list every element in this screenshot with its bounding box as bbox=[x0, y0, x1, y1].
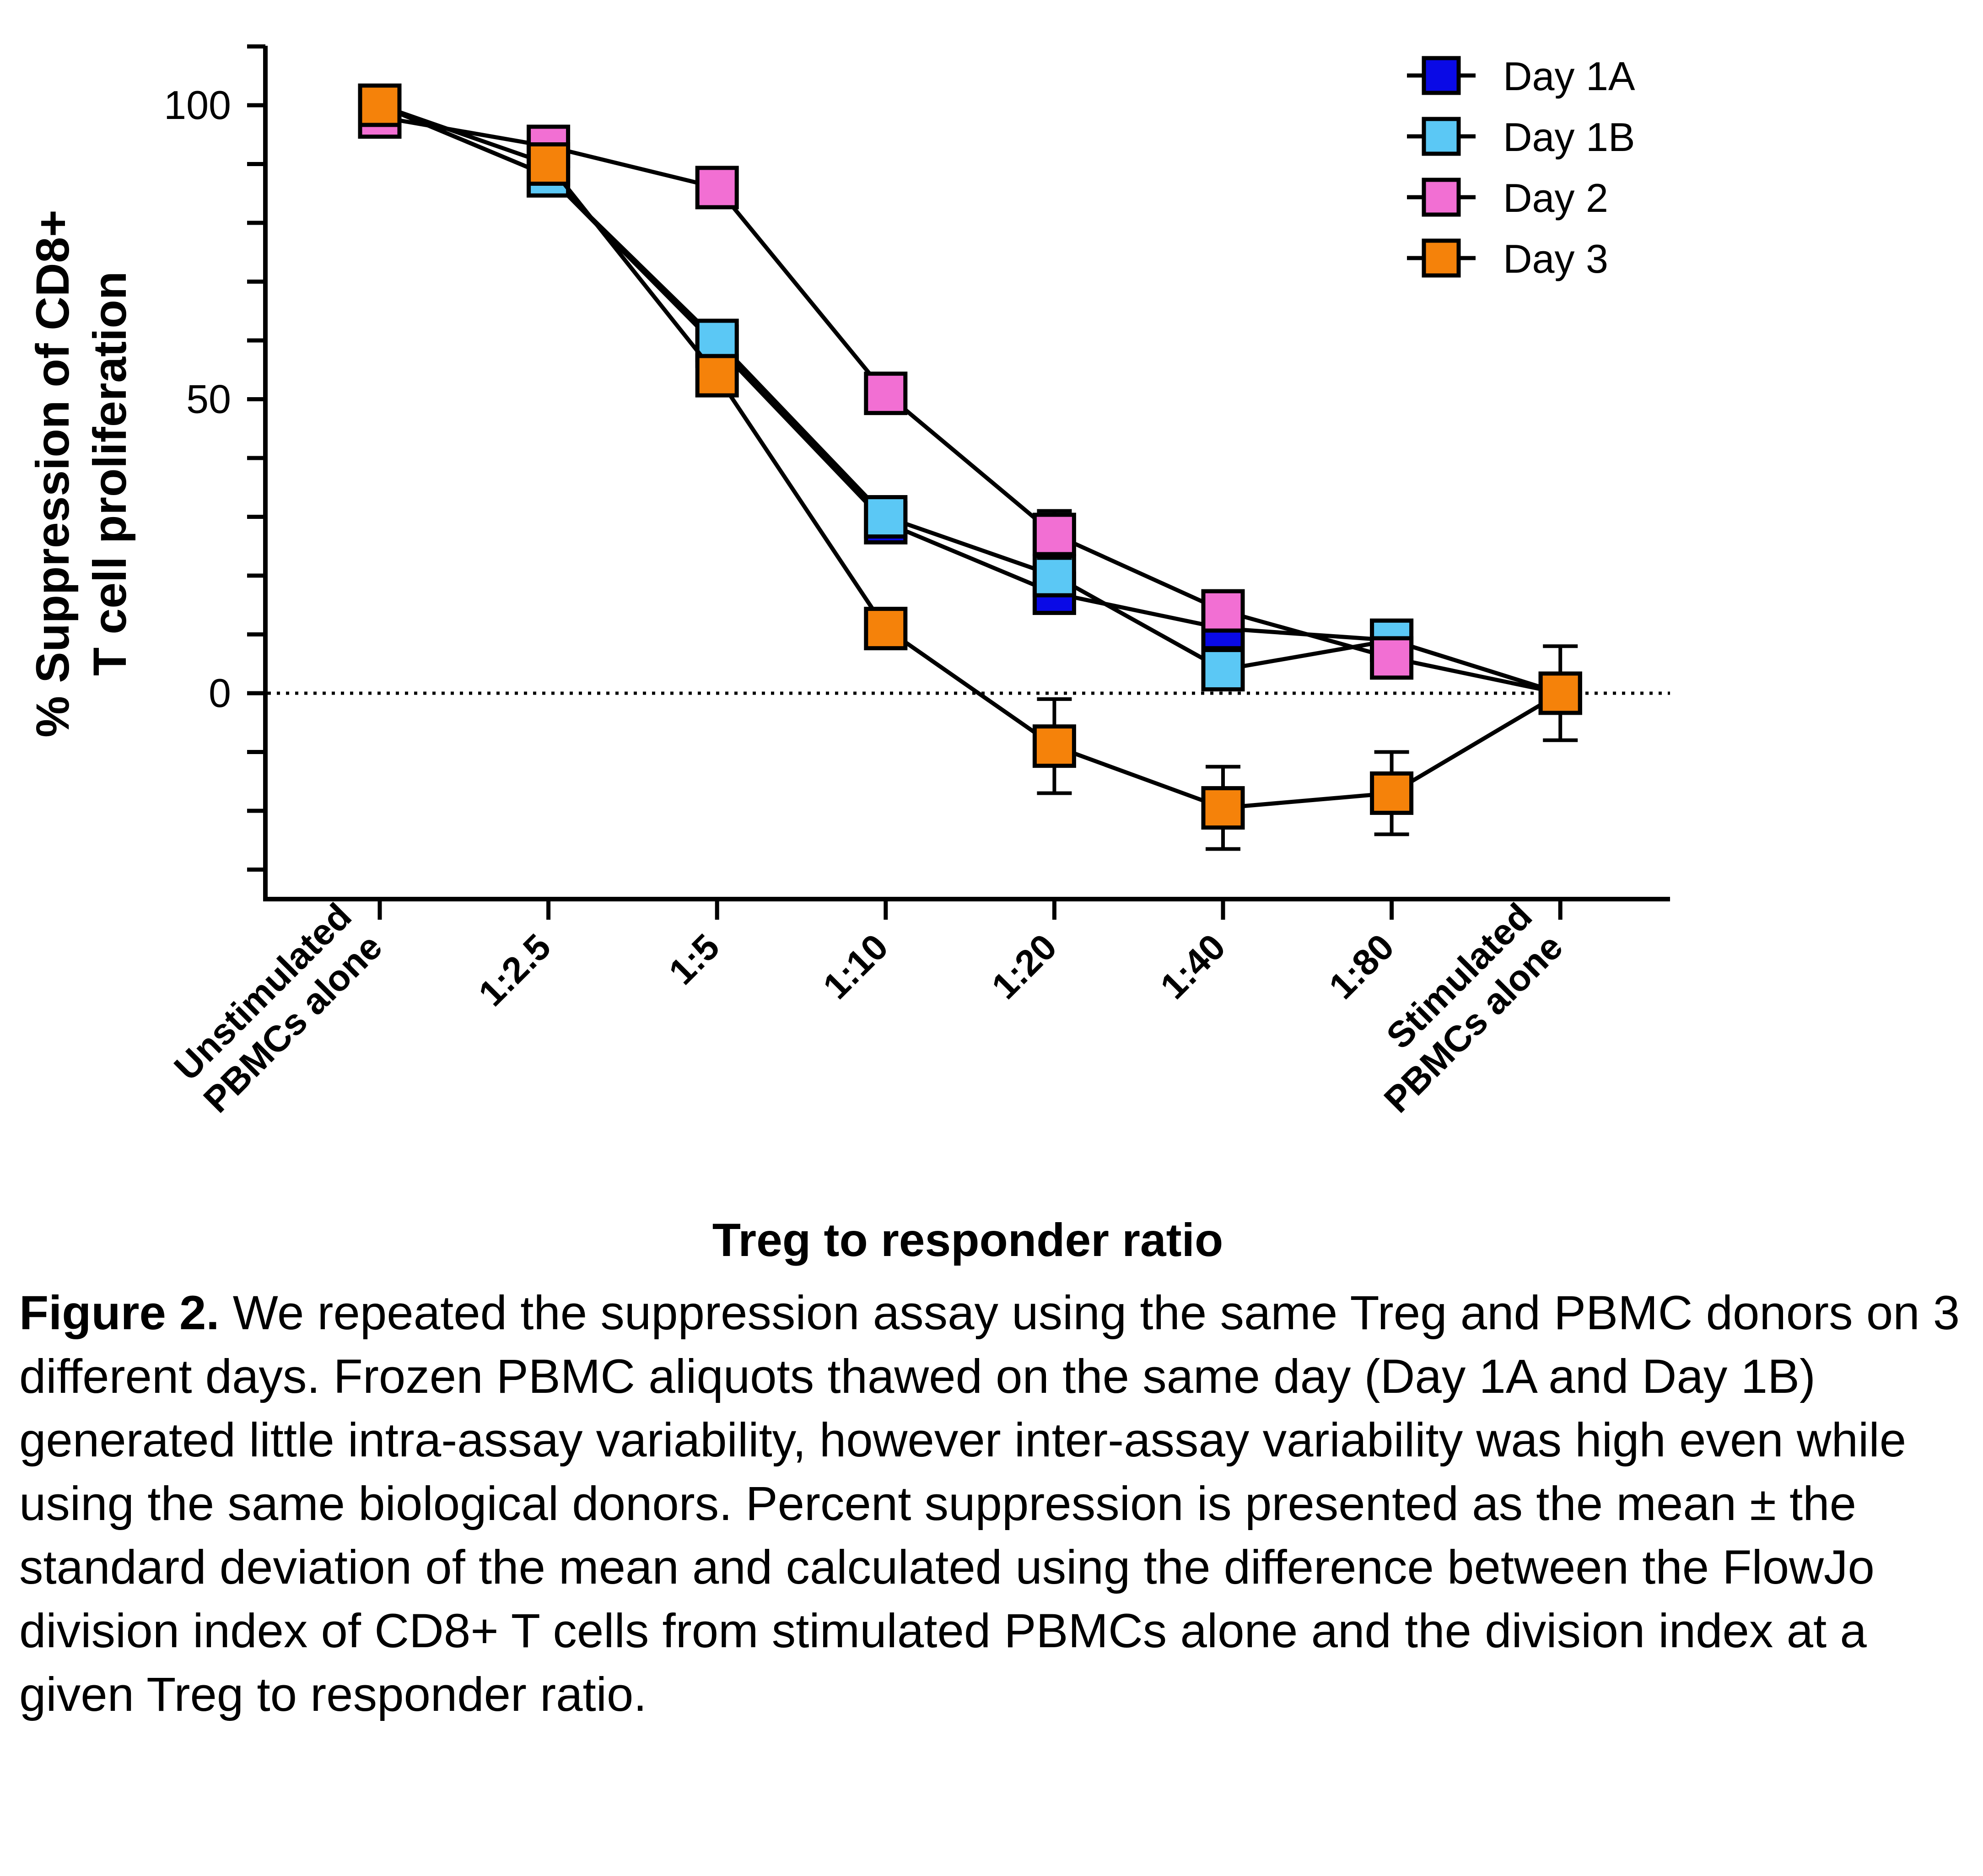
x-tick-label-line: 1:80 bbox=[1321, 926, 1401, 1007]
x-tick-label: 1:20 bbox=[984, 926, 1064, 1007]
data-point bbox=[1032, 724, 1076, 768]
caption-text: We repeated the suppression assay using … bbox=[19, 1286, 1960, 1721]
legend-entry: Day 3 bbox=[1407, 236, 1608, 281]
legend-entry: Day 1B bbox=[1407, 114, 1635, 160]
data-point bbox=[1370, 636, 1414, 680]
y-axis-title: % Suppression of CD8+ T cell proliferatio… bbox=[27, 210, 136, 737]
data-point bbox=[1538, 671, 1582, 715]
figure-caption: Figure 2. We repeated the suppression as… bbox=[19, 1281, 1964, 1726]
x-tick-label: 1:80 bbox=[1321, 926, 1401, 1007]
data-point bbox=[1032, 512, 1076, 556]
x-tick-label: 1:10 bbox=[815, 926, 896, 1007]
series-line bbox=[379, 115, 1561, 695]
axes: 0 50 100 % Suppression of CD8+ T cell prolif… bbox=[27, 44, 1670, 1266]
data-point bbox=[1201, 648, 1245, 692]
y-axis-title-line: % Suppression of CD8+ bbox=[27, 210, 79, 737]
legend: Day 1A Day 1B Day 2 Day 3 bbox=[1407, 54, 1635, 281]
x-tick-label-line: 1:2.5 bbox=[471, 926, 559, 1014]
x-tick-label: StimulatedPBMCs alone bbox=[1346, 895, 1571, 1121]
data-point bbox=[358, 83, 402, 127]
suppression-line-chart: 0 50 100 % Suppression of CD8+ T cell prolif… bbox=[27, 44, 1670, 1266]
legend-label: Day 3 bbox=[1503, 236, 1608, 281]
x-tick-label-line: 1:10 bbox=[815, 926, 896, 1007]
data-point bbox=[1201, 589, 1245, 633]
data-point bbox=[1201, 786, 1245, 830]
legend-entry: Day 1A bbox=[1407, 54, 1635, 99]
y-axis-title-line: T cell proliferation bbox=[84, 271, 136, 676]
y-tick-label: 0 bbox=[209, 670, 231, 716]
data-point bbox=[527, 142, 571, 186]
series-line bbox=[379, 103, 1562, 810]
legend-marker bbox=[1422, 238, 1461, 278]
x-tick-label: 1:5 bbox=[661, 926, 727, 992]
legend-marker bbox=[1422, 117, 1461, 156]
data-point bbox=[864, 495, 908, 539]
y-tick-label: 50 bbox=[186, 377, 231, 422]
data-point bbox=[1370, 771, 1414, 815]
data-point bbox=[864, 372, 908, 415]
data-point bbox=[695, 166, 739, 210]
legend-label: Day 1A bbox=[1503, 54, 1635, 99]
x-tick-label: UnstimulatedPBMCs alone bbox=[165, 895, 390, 1121]
data-point bbox=[695, 354, 739, 398]
x-tick-label-line: 1:5 bbox=[661, 926, 727, 992]
x-tick-label: 1:2.5 bbox=[471, 926, 559, 1014]
legend-marker bbox=[1422, 178, 1461, 217]
legend-label: Day 2 bbox=[1503, 175, 1608, 221]
series-day-3 bbox=[358, 83, 1582, 851]
legend-label: Day 1B bbox=[1503, 114, 1635, 160]
y-tick-label: 100 bbox=[164, 82, 231, 128]
x-tick-label-line: 1:20 bbox=[984, 926, 1064, 1007]
legend-marker bbox=[1422, 56, 1461, 95]
x-axis-title: Treg to responder ratio bbox=[712, 1214, 1223, 1266]
series-line bbox=[379, 103, 1561, 695]
data-point bbox=[1032, 554, 1076, 598]
x-tick-label: 1:40 bbox=[1153, 926, 1233, 1007]
legend-entry: Day 2 bbox=[1407, 175, 1608, 221]
series-layer bbox=[358, 83, 1582, 851]
caption-lead: Figure 2. bbox=[19, 1286, 220, 1340]
x-tick-label-line: 1:40 bbox=[1153, 926, 1233, 1007]
data-point bbox=[864, 607, 908, 651]
